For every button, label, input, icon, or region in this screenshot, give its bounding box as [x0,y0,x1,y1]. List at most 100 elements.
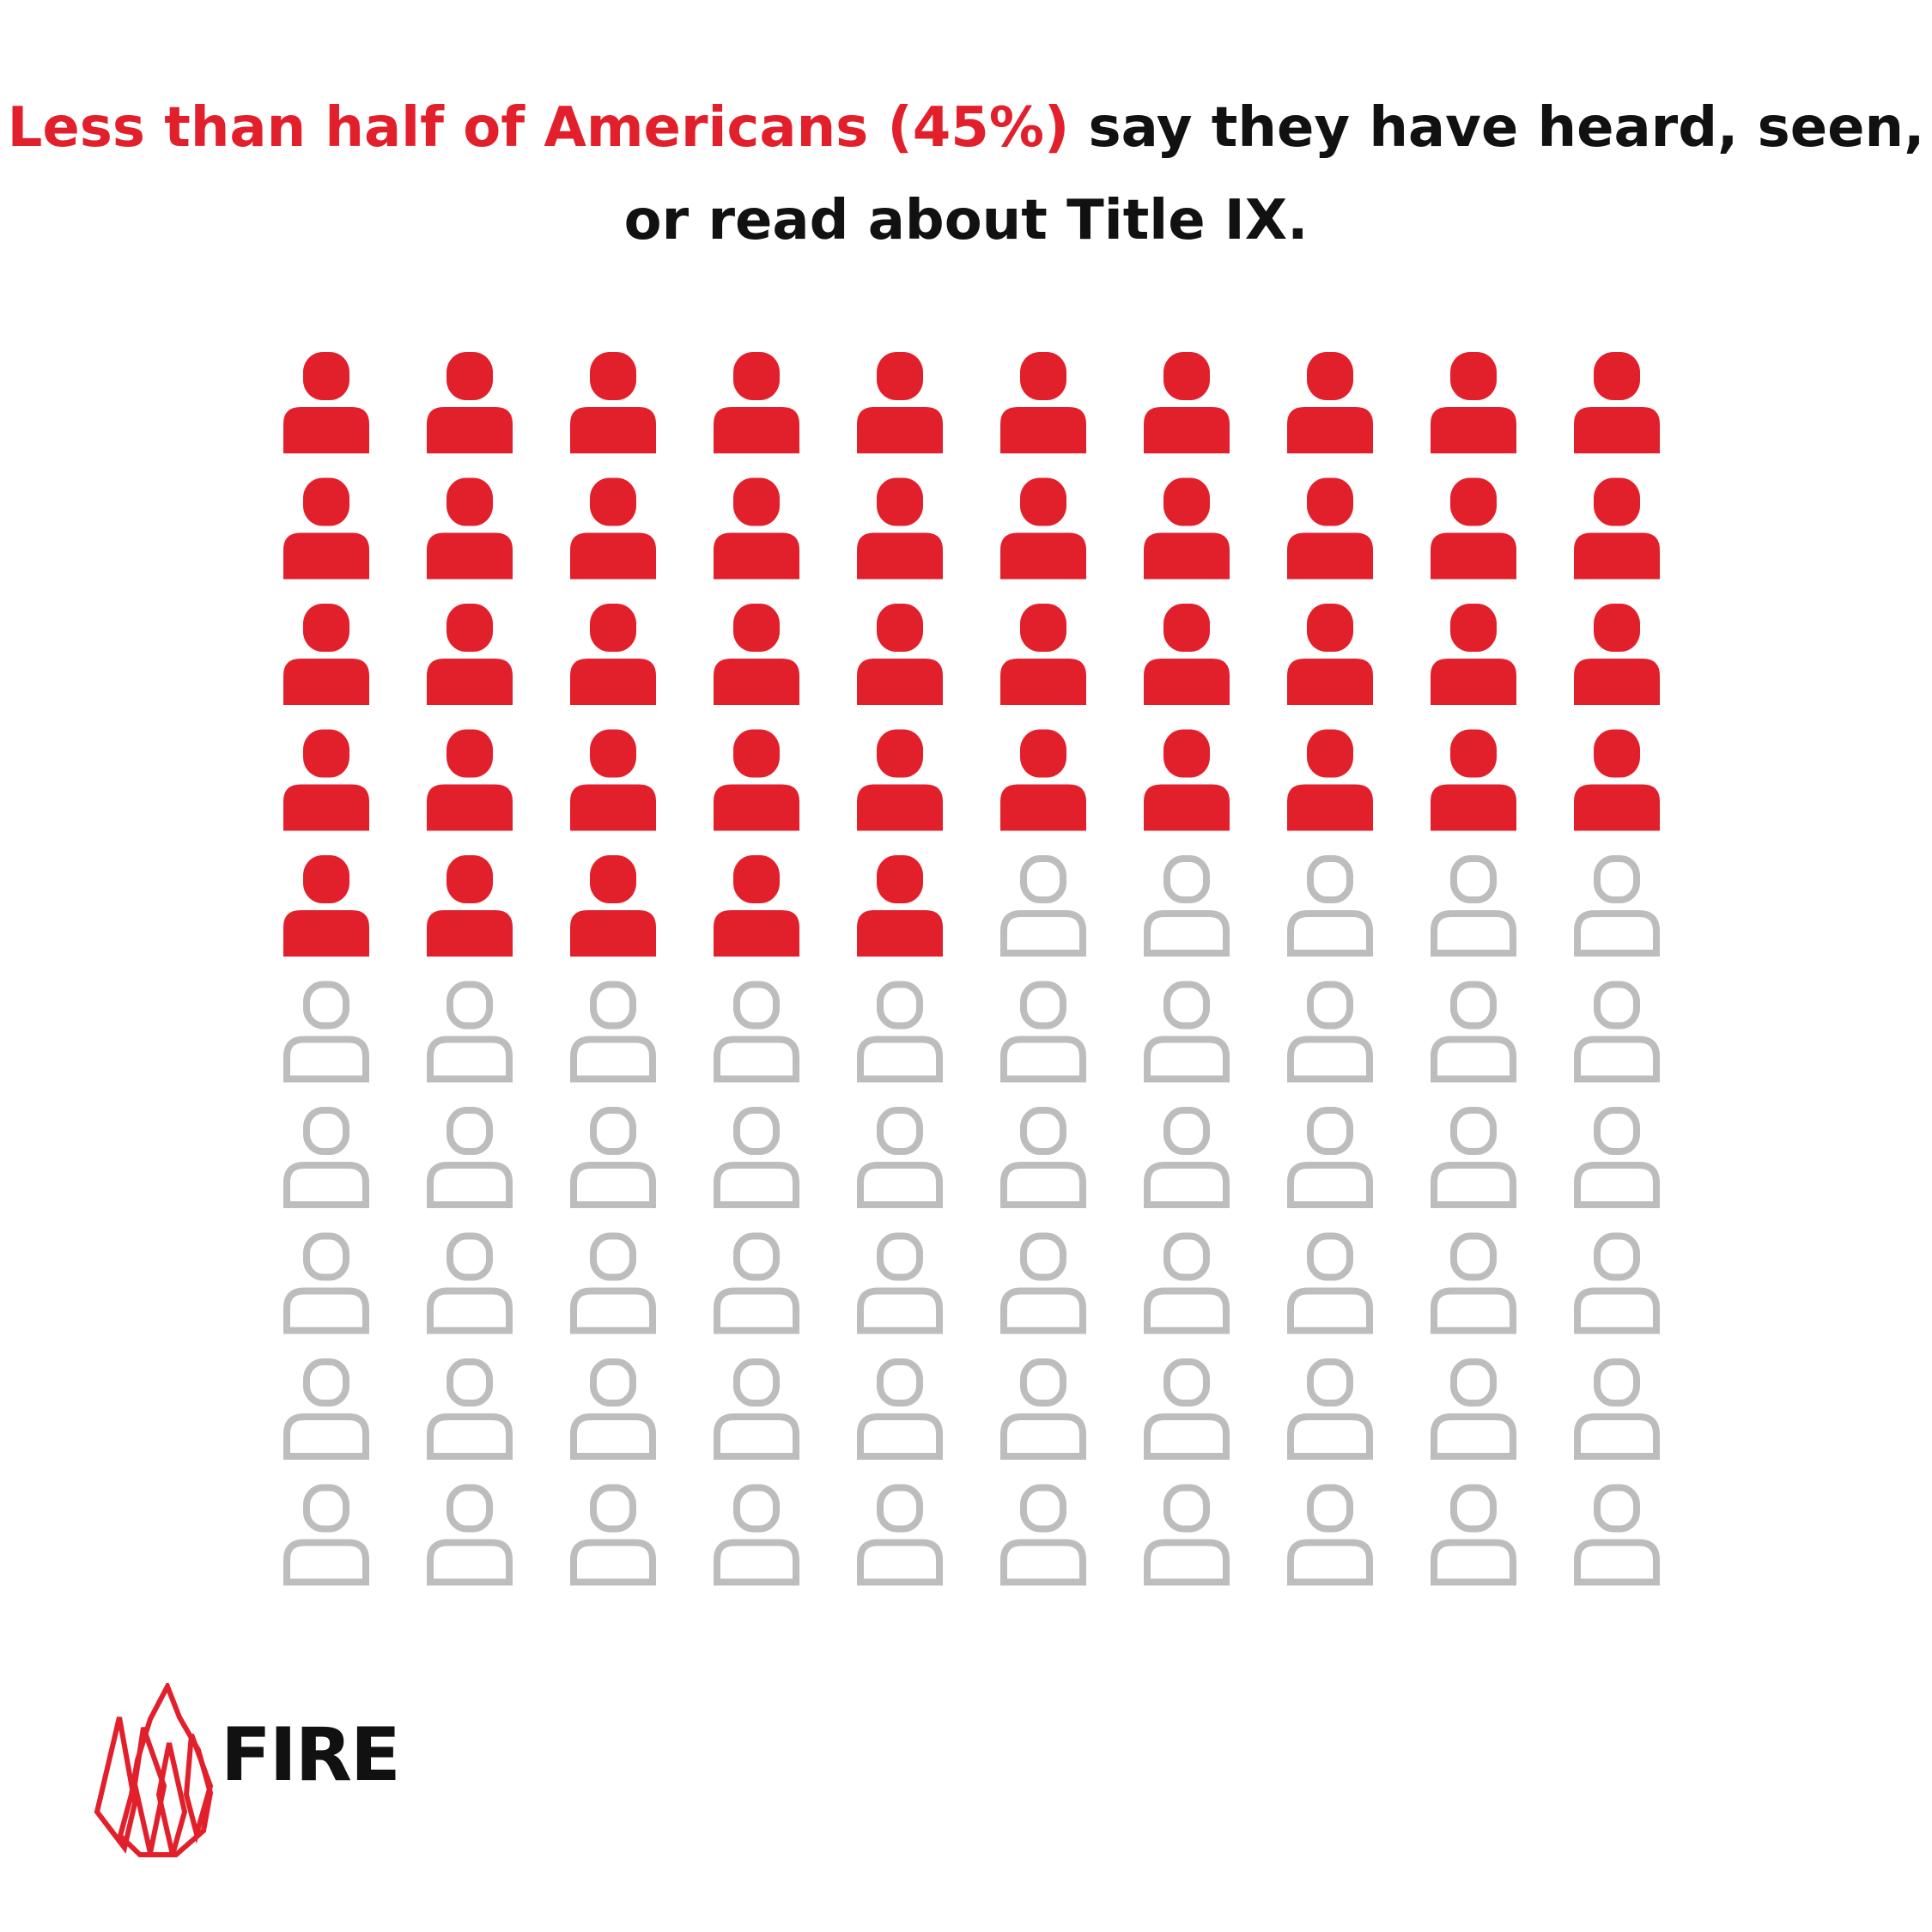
person-body [1287,407,1373,453]
person-icon-filled [1431,729,1516,831]
person-body [1574,784,1660,831]
person-head [1020,1358,1066,1406]
person-head [1163,1107,1210,1155]
person-body [427,659,513,705]
person-body [427,407,513,453]
person-head [1307,1358,1353,1406]
person-icon-outline [1144,981,1230,1083]
person-icon-filled [570,729,656,831]
person-head [590,604,636,652]
person-head [1450,855,1497,903]
person-body [1431,659,1516,705]
person-body [1574,659,1660,705]
person-icon-outline [1000,1358,1086,1460]
person-icon-outline [857,1107,943,1208]
person-body [570,1036,656,1083]
person-head [590,729,636,778]
person-head [590,352,636,400]
person-head [447,1107,493,1155]
person-body [570,784,656,831]
person-head [1450,1484,1497,1533]
person-head [590,1484,636,1533]
person-body [857,1413,943,1460]
person-head [303,729,349,778]
person-body [283,910,369,957]
person-head [1594,352,1640,400]
person-head [733,981,780,1030]
person-body [1431,1036,1516,1083]
person-head [877,1484,923,1533]
person-head [1020,981,1066,1030]
person-icon-outline [714,1358,799,1460]
person-body [857,1539,943,1586]
person-icon-outline [283,1107,369,1208]
person-icon-outline [857,1232,943,1334]
person-body [1287,784,1373,831]
person-body [714,407,799,453]
person-body [1574,1287,1660,1334]
person-icon-filled [1000,477,1086,580]
person-icon-filled [570,352,656,453]
person-icon-outline [1144,1358,1230,1460]
person-head [1450,604,1497,652]
fire-logo: FIRE [90,1680,451,1863]
person-head [733,855,780,903]
person-icon-outline [857,1484,943,1586]
person-head [447,855,493,903]
person-body [714,1287,799,1334]
headline-highlight: Less than half of Americans (45%) [7,96,1070,160]
person-head [1307,855,1353,903]
person-icon-filled [570,604,656,705]
person-icon-outline [283,1358,369,1460]
person-head [1163,1232,1210,1281]
person-body [857,910,943,957]
person-body [714,1036,799,1083]
person-head [1594,729,1640,778]
person-head [590,477,636,526]
person-head [1594,855,1640,903]
person-head [303,855,349,903]
person-head [1307,604,1353,652]
person-head [1594,477,1640,526]
person-head [877,1232,923,1281]
person-icon-outline [1574,855,1660,957]
person-head [1020,477,1066,526]
person-head [1163,352,1210,400]
person-body [570,910,656,957]
person-icon-outline [1000,1232,1086,1334]
person-body [1574,910,1660,957]
person-icon-outline [1431,1358,1516,1460]
person-head [877,1358,923,1406]
person-head [1450,729,1497,778]
person-body [1000,1539,1086,1586]
person-head [1163,729,1210,778]
person-head [733,1484,780,1533]
person-head [733,352,780,400]
person-icon-outline [1144,1107,1230,1208]
person-head [1163,1484,1210,1533]
person-body [1574,1162,1660,1208]
person-icon-filled [570,477,656,580]
person-head [303,1232,349,1281]
person-body [427,1287,513,1334]
person-icon-outline [1287,981,1373,1083]
person-icon-outline [1287,1484,1373,1586]
person-icon-outline [1144,855,1230,957]
person-head [303,477,349,526]
person-head [733,477,780,526]
person-icon-filled [1574,729,1660,831]
person-body [1287,1413,1373,1460]
person-body [1000,659,1086,705]
person-icon-filled [714,477,799,580]
person-head [733,1107,780,1155]
person-head [1020,855,1066,903]
person-body [1000,1413,1086,1460]
person-head [1163,477,1210,526]
person-head [877,352,923,400]
person-body [427,532,513,580]
person-icon-outline [1000,981,1086,1083]
person-body [1431,407,1516,453]
person-icon-filled [1287,477,1373,580]
person-head [877,981,923,1030]
person-icon-filled [427,729,513,831]
